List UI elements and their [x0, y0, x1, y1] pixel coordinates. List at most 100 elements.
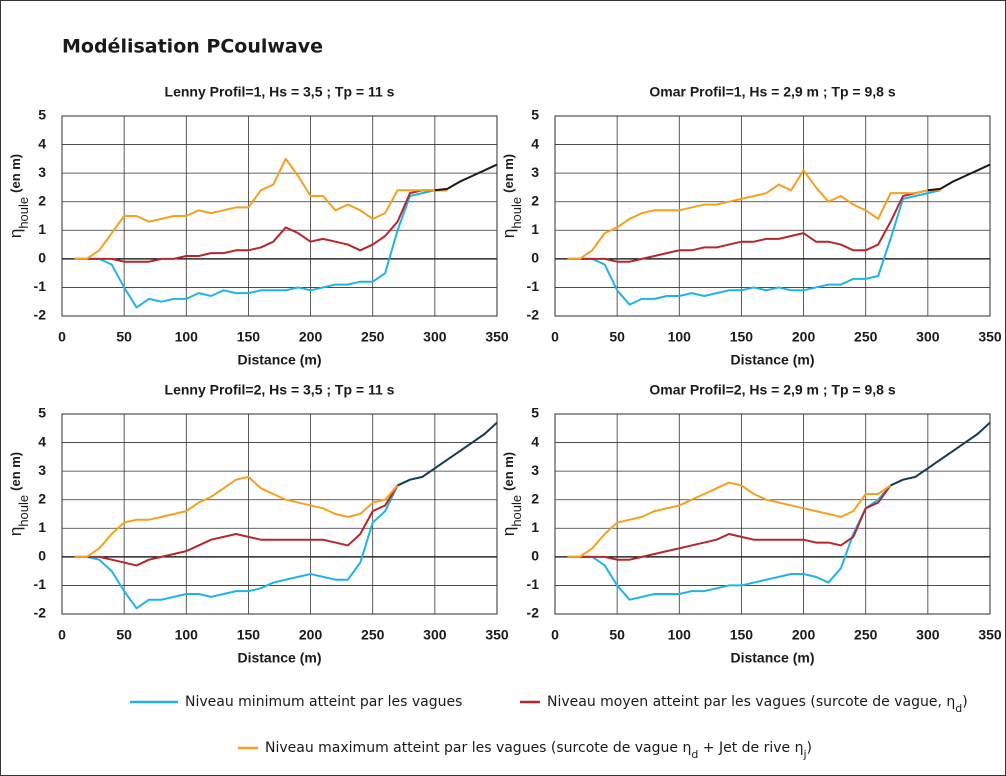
legend-subscript: d: [691, 748, 698, 761]
y-tick-label: 1: [531, 221, 539, 237]
x-tick-label: 50: [609, 627, 625, 643]
y-axis-symbol: η: [6, 527, 25, 536]
y-tick-label: 4: [38, 135, 46, 151]
x-tick-label: 300: [423, 627, 447, 643]
x-tick-label: 150: [237, 329, 261, 345]
series-line: [567, 481, 892, 558]
y-axis-subscript: houle: [509, 197, 524, 229]
y-tick-label: 4: [531, 433, 539, 449]
y-tick-label: 0: [38, 548, 46, 564]
x-tick-label: 150: [237, 627, 261, 643]
y-axis-label: ηhoule (en m): [6, 452, 30, 536]
y-tick-label: 1: [531, 519, 539, 535]
y-tick-label: 5: [531, 107, 539, 123]
x-tick-label: 200: [299, 329, 323, 345]
y-tick-label: -2: [34, 307, 47, 323]
y-tick-label: -2: [527, 307, 540, 323]
legend-text: Niveau maximum atteint par les vagues (s…: [265, 740, 691, 756]
y-tick-label: 0: [531, 548, 539, 564]
y-tick-label: 2: [531, 490, 539, 506]
series-line: [74, 484, 399, 567]
legend-text: Niveau moyen atteint par les vagues (sur…: [547, 694, 955, 710]
y-tick-label: 5: [38, 107, 46, 123]
legend-text: ): [962, 694, 967, 710]
series-line: [74, 189, 448, 309]
x-tick-label: 200: [792, 627, 816, 643]
y-tick-label: 0: [38, 250, 46, 266]
series-line: [567, 484, 892, 601]
y-axis-unit: (en m): [501, 452, 516, 491]
y-axis-subscript: houle: [16, 197, 31, 229]
legend-label: Niveau maximum atteint par les vagues (s…: [265, 740, 812, 761]
y-axis-unit: (en m): [8, 154, 23, 193]
chart-title: Lenny Profil=1, Hs = 3,5 ; Tp = 11 s: [165, 84, 395, 100]
y-tick-label: 1: [38, 519, 46, 535]
y-tick-label: 2: [38, 192, 46, 208]
y-tick-label: 3: [38, 462, 46, 478]
plot-area: [554, 115, 991, 317]
y-axis-label: ηhoule (en m): [499, 154, 523, 238]
x-tick-label: 300: [916, 627, 940, 643]
y-axis-symbol: η: [6, 229, 25, 238]
x-tick-label: 100: [175, 627, 199, 643]
y-tick-label: -2: [527, 605, 540, 621]
x-tick-label: 200: [792, 329, 816, 345]
legend-subscript: d: [955, 702, 962, 715]
x-axis-label: Distance (m): [237, 650, 321, 666]
chart-title: Omar Profil=1, Hs = 2,9 m ; Tp = 9,8 s: [649, 84, 895, 100]
legend-label: Niveau minimum atteint par les vagues: [185, 694, 462, 710]
x-tick-label: 150: [730, 627, 754, 643]
x-tick-label: 150: [730, 329, 754, 345]
x-axis-label: Distance (m): [237, 352, 321, 368]
x-tick-label: 0: [58, 329, 66, 345]
y-tick-label: -2: [34, 605, 47, 621]
figure-title: Modélisation PCoulwave: [62, 36, 323, 58]
x-tick-label: 300: [916, 329, 940, 345]
x-tick-label: 350: [978, 329, 1002, 345]
series-line: [397, 421, 498, 487]
x-tick-label: 50: [116, 627, 132, 643]
legend-text: ): [807, 740, 812, 756]
x-tick-label: 0: [551, 329, 559, 345]
y-tick-label: 0: [531, 250, 539, 266]
legend-subscript: j: [802, 748, 806, 761]
y-axis-subscript: houle: [509, 495, 524, 527]
series-line: [434, 163, 498, 192]
x-tick-label: 350: [978, 627, 1002, 643]
y-tick-label: 3: [531, 462, 539, 478]
y-axis-label: ηhoule (en m): [499, 452, 523, 536]
series-line: [890, 421, 991, 487]
plot-area: [554, 413, 991, 615]
y-tick-label: -1: [34, 576, 47, 592]
y-tick-label: 3: [531, 164, 539, 180]
y-tick-label: 4: [38, 433, 46, 449]
x-tick-label: 200: [299, 627, 323, 643]
x-tick-label: 50: [116, 329, 132, 345]
legend-label: Niveau moyen atteint par les vagues (sur…: [547, 694, 968, 715]
x-axis-label: Distance (m): [730, 650, 814, 666]
y-axis-subscript: houle: [16, 495, 31, 527]
x-tick-label: 0: [551, 627, 559, 643]
x-tick-label: 250: [361, 627, 385, 643]
y-tick-label: 5: [38, 405, 46, 421]
y-axis-symbol: η: [499, 527, 518, 536]
x-axis-label: Distance (m): [730, 352, 814, 368]
x-tick-label: 250: [854, 627, 878, 643]
chart-title: Omar Profil=2, Hs = 2,9 m ; Tp = 9,8 s: [649, 382, 895, 398]
legend-text: Niveau minimum atteint par les vagues: [185, 694, 462, 710]
y-tick-label: -1: [527, 576, 540, 592]
legend-text: + Jet de rive η: [698, 740, 803, 756]
y-tick-label: 2: [531, 192, 539, 208]
x-tick-label: 300: [423, 329, 447, 345]
plot-area: [61, 413, 498, 615]
y-axis-unit: (en m): [8, 452, 23, 491]
y-axis-unit: (en m): [501, 154, 516, 193]
series-line: [567, 189, 941, 306]
y-tick-label: 3: [38, 164, 46, 180]
series-line: [567, 169, 941, 260]
series-line: [74, 157, 448, 260]
series-line: [567, 484, 892, 561]
x-tick-label: 50: [609, 329, 625, 345]
